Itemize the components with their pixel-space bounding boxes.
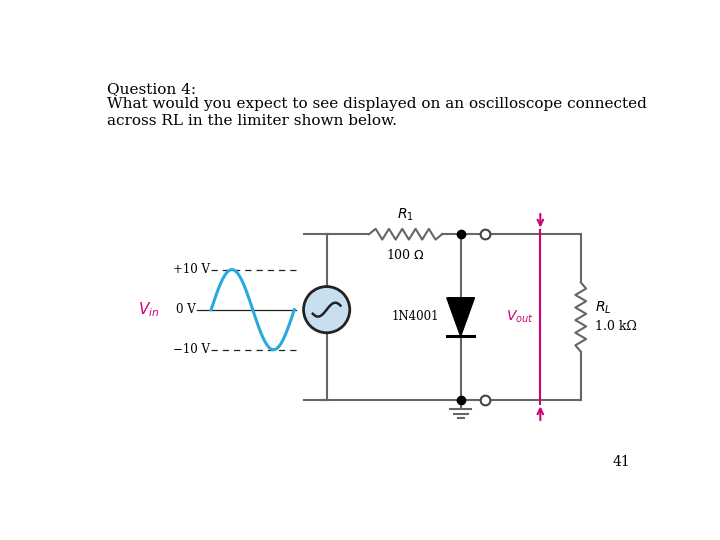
Polygon shape bbox=[447, 298, 474, 336]
Text: across RL in the limiter shown below.: across RL in the limiter shown below. bbox=[107, 114, 397, 128]
Text: $V_{in}$: $V_{in}$ bbox=[138, 300, 159, 319]
Text: $R_L$: $R_L$ bbox=[595, 300, 611, 316]
Text: What would you expect to see displayed on an oscilloscope connected: What would you expect to see displayed o… bbox=[107, 97, 647, 111]
Text: 100 $\Omega$: 100 $\Omega$ bbox=[386, 248, 425, 262]
Text: −10 V: −10 V bbox=[173, 343, 210, 356]
Circle shape bbox=[304, 287, 350, 333]
Text: 1N4001: 1N4001 bbox=[392, 310, 439, 323]
Text: 1.0 kΩ: 1.0 kΩ bbox=[595, 320, 636, 333]
Text: $V_{out}$: $V_{out}$ bbox=[506, 309, 534, 325]
Text: $R_1$: $R_1$ bbox=[397, 206, 414, 222]
Text: Question 4:: Question 4: bbox=[107, 82, 197, 96]
Text: 41: 41 bbox=[613, 455, 631, 469]
Text: 0 V: 0 V bbox=[176, 303, 196, 316]
Text: +10 V: +10 V bbox=[173, 263, 210, 276]
